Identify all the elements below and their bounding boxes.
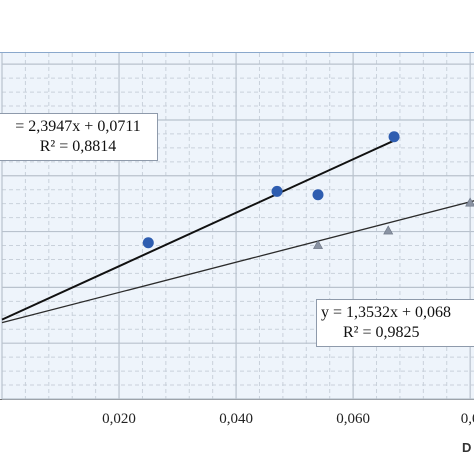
- data-point-triangle: [312, 239, 324, 249]
- minor-grid: [2, 53, 474, 399]
- x-axis-title-fragment: D: [462, 440, 471, 455]
- trendline-equation-box-1: = 2,3947x + 0,0711 R² = 0,8814: [0, 113, 158, 161]
- x-tick-label: 0,020: [102, 411, 136, 427]
- trendline-equation-box-2: y = 1,3532x + 0,068 R² = 0,9825: [316, 299, 474, 347]
- data-point-circle: [312, 189, 324, 201]
- data-point-circle: [388, 131, 400, 143]
- x-tick-label: 0,040: [219, 411, 253, 427]
- x-tick-label: 0,0: [461, 411, 474, 427]
- data-point-triangle: [465, 197, 474, 207]
- major-grid: [1, 53, 474, 400]
- data-point-circle: [271, 185, 283, 197]
- trendline-1: [1, 139, 395, 321]
- data-points: [142, 131, 474, 249]
- trendline-r2-1: R² = 0,8814: [39, 138, 117, 155]
- data-point-circle: [142, 237, 154, 249]
- trendlines: [1, 139, 474, 324]
- trendline-2: [1, 200, 474, 324]
- data-point-triangle: [383, 225, 394, 235]
- x-tick-labels: 0,020 0,040 0,060 0,0: [102, 411, 474, 427]
- x-tick-label: 0,060: [336, 411, 370, 427]
- trendline-equation-2: y = 1,3532x + 0,068: [321, 304, 452, 321]
- trendline-equation-1: = 2,3947x + 0,0711: [15, 118, 141, 135]
- trendline-r2-2: R² = 0,9825: [343, 324, 420, 341]
- chart-top-margin: [0, 0, 474, 52]
